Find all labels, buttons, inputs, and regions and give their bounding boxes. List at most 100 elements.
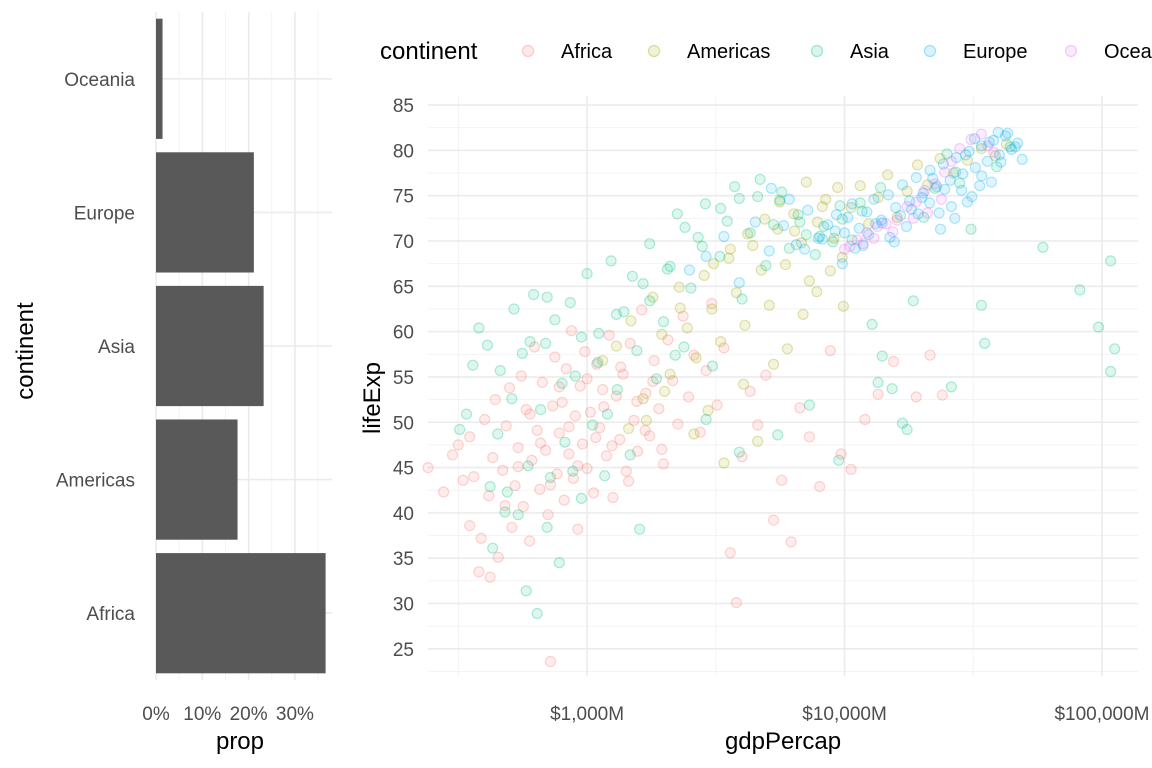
point-asia	[541, 521, 553, 534]
point-asia	[754, 173, 766, 185]
point-asia	[714, 202, 727, 214]
point-asia	[559, 436, 571, 448]
point-africa	[610, 390, 623, 402]
point-europe	[890, 201, 902, 214]
bar-chart-panel: Africa Americas Asia Europe Oceania 0% 10% 20%…	[12, 12, 332, 755]
point-africa	[724, 547, 736, 559]
point-africa	[523, 535, 536, 547]
point-asia	[874, 181, 887, 194]
point-europe	[733, 277, 745, 289]
point-europe	[802, 204, 814, 216]
point-americas	[747, 239, 759, 252]
point-africa	[544, 479, 557, 491]
point-asia	[833, 454, 845, 466]
point-europe	[993, 149, 1006, 161]
point-asia	[527, 288, 540, 301]
series-americas	[597, 138, 1012, 469]
point-asia	[736, 293, 748, 305]
point-europe	[1016, 153, 1028, 165]
point-africa	[534, 483, 546, 495]
point-africa	[631, 395, 643, 407]
point-africa	[547, 400, 559, 412]
point-asia	[834, 200, 846, 212]
point-europe	[974, 180, 986, 192]
legend-key-europe	[923, 44, 937, 58]
point-africa	[648, 355, 660, 367]
point-americas	[811, 216, 824, 228]
point-asia	[886, 383, 898, 395]
point-asia	[760, 259, 772, 272]
point-asia	[818, 220, 830, 233]
point-americas	[724, 243, 736, 255]
point-europe	[876, 217, 888, 229]
point-asia	[531, 607, 543, 620]
point-asia	[556, 377, 568, 389]
point-africa	[824, 345, 836, 357]
point-europe	[931, 181, 943, 193]
point-oceania	[868, 232, 880, 244]
point-oceania	[887, 226, 899, 238]
point-asia	[522, 460, 534, 472]
point-europe	[985, 176, 998, 188]
point-africa	[644, 430, 656, 442]
point-americas	[921, 179, 934, 191]
point-asia	[1004, 141, 1016, 153]
point-africa	[551, 468, 563, 480]
point-europe	[896, 179, 909, 191]
point-asia	[581, 268, 593, 280]
point-asia	[610, 308, 623, 320]
point-oceania	[921, 207, 934, 219]
point-americas	[767, 358, 780, 370]
point-asia	[918, 211, 930, 223]
bar-x-tick-label: 10%	[183, 704, 221, 725]
point-europe	[966, 191, 978, 203]
point-africa	[813, 481, 826, 493]
bar-chart-bars	[156, 18, 326, 674]
point-africa	[924, 349, 936, 361]
point-africa	[499, 500, 511, 512]
point-asia	[657, 316, 670, 328]
point-europe	[957, 168, 969, 180]
point-africa	[558, 494, 570, 506]
point-americas	[755, 264, 767, 276]
point-asia	[901, 423, 913, 436]
point-americas	[647, 291, 659, 303]
point-americas	[774, 196, 786, 208]
point-americas	[845, 201, 857, 214]
point-europe	[1001, 127, 1014, 139]
point-asia	[728, 181, 741, 193]
bar-chart-x-tick-labels: 0% 10% 20% 30%	[142, 704, 314, 725]
scatter-chart-x-tick-labels: $1,000M $10,000M $100,000M	[550, 704, 1149, 725]
point-americas	[831, 181, 844, 194]
point-europe	[981, 155, 994, 167]
point-oceania	[965, 133, 977, 146]
point-asia	[794, 216, 806, 228]
point-africa	[504, 382, 516, 394]
point-oceania	[939, 166, 951, 178]
scatter-chart-x-axis-title: gdpPercap	[725, 728, 841, 755]
point-asia	[846, 234, 858, 246]
point-asia	[544, 471, 557, 484]
point-asia	[601, 408, 614, 420]
point-africa	[520, 404, 532, 416]
point-asia	[706, 360, 719, 372]
bar-category-label: Europe	[74, 203, 135, 224]
point-europe	[924, 164, 936, 176]
point-europe	[968, 133, 981, 145]
point-americas	[836, 251, 848, 263]
point-africa	[794, 402, 806, 414]
point-africa	[835, 448, 847, 460]
point-americas	[658, 385, 671, 397]
point-africa	[736, 451, 748, 463]
point-americas	[837, 300, 850, 312]
point-asia	[501, 486, 513, 498]
point-europe	[763, 245, 775, 257]
point-africa	[587, 487, 600, 499]
point-europe	[949, 166, 962, 178]
point-europe	[933, 207, 945, 219]
point-africa	[528, 341, 541, 353]
point-americas	[718, 457, 730, 469]
point-europe	[905, 203, 918, 215]
point-asia	[473, 322, 485, 334]
point-africa	[553, 381, 565, 393]
